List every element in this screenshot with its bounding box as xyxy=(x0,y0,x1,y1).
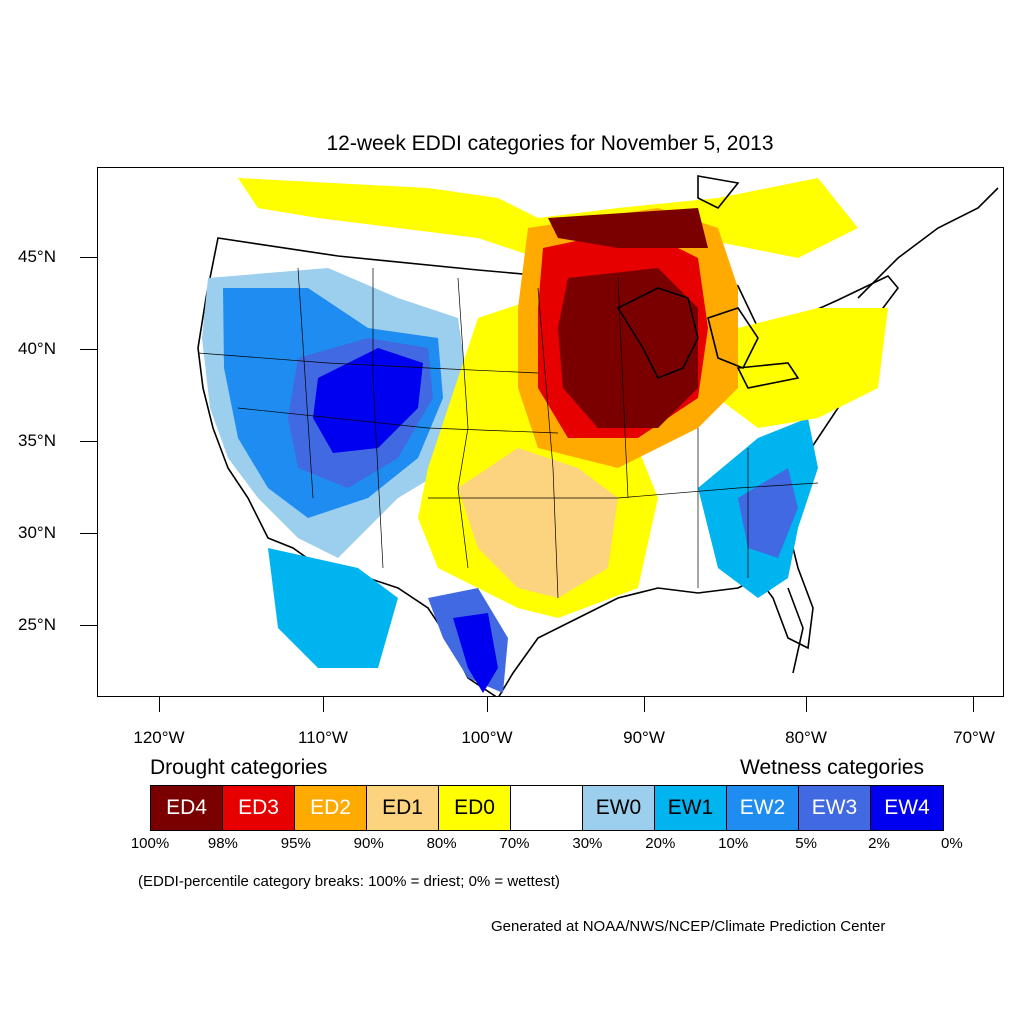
state-boundaries xyxy=(197,267,819,599)
lon-tick-100 xyxy=(487,697,488,712)
legend-box-ew0: EW0 xyxy=(583,786,655,830)
lat-tick-25 xyxy=(80,625,97,626)
lat-tick-35 xyxy=(80,441,97,442)
lat-label-40: 40°N xyxy=(18,339,56,358)
break-label: 2% xyxy=(868,835,890,852)
lat-tick-40 xyxy=(80,349,97,350)
lon-tick-80 xyxy=(806,697,807,712)
credit-line: Generated at NOAA/NWS/NCEP/Climate Predi… xyxy=(491,918,886,935)
drought-north-ed4 xyxy=(548,208,708,248)
break-label: 5% xyxy=(795,835,817,852)
lat-tick-30 xyxy=(80,533,97,534)
drought-heading: Drought categories xyxy=(150,756,328,779)
break-label: 70% xyxy=(499,835,530,852)
wet-southeast-ew3 xyxy=(738,468,798,558)
coastlines xyxy=(616,175,999,674)
legend-box-none xyxy=(511,786,583,830)
break-label: 20% xyxy=(645,835,676,852)
break-label: 0% xyxy=(941,835,963,852)
legend-box-ed3: ED3 xyxy=(223,786,295,830)
map-title: 12-week EDDI categories for November 5, … xyxy=(326,132,774,155)
lat-label-30: 30°N xyxy=(18,523,56,542)
break-label: 95% xyxy=(280,835,311,852)
break-label: 10% xyxy=(718,835,749,852)
break-label: 80% xyxy=(426,835,457,852)
lon-label-70: 70°W xyxy=(953,728,995,747)
lon-label-110: 110°W xyxy=(298,728,348,747)
map-canvas xyxy=(197,175,999,696)
eddi-map xyxy=(97,167,1004,697)
legend-color-bar: ED4 ED3 ED2 ED1 ED0 EW0 EW1 EW2 EW3 EW4 xyxy=(150,785,944,831)
lat-label-25: 25°N xyxy=(18,615,56,634)
lon-tick-90 xyxy=(644,697,645,712)
lon-label-80: 80°W xyxy=(785,728,827,747)
drought-northeast-ed0 xyxy=(718,308,888,428)
wet-west-ew4 xyxy=(313,348,423,453)
lon-label-100: 100°W xyxy=(461,728,513,747)
lon-label-90: 90°W xyxy=(623,728,665,747)
legend-box-ed0: ED0 xyxy=(439,786,511,830)
break-label: 90% xyxy=(353,835,384,852)
break-label: 98% xyxy=(207,835,238,852)
legend-box-ew2: EW2 xyxy=(727,786,799,830)
lat-label-35: 35°N xyxy=(18,431,56,450)
legend-box-ew3: EW3 xyxy=(799,786,871,830)
drought-midwest-ed4 xyxy=(558,268,698,428)
lat-tick-45 xyxy=(80,257,97,258)
legend-box-ew1: EW1 xyxy=(655,786,727,830)
lon-tick-120 xyxy=(159,697,160,712)
wetness-heading: Wetness categories xyxy=(740,756,925,779)
lon-label-120: 120°W xyxy=(133,728,185,747)
wet-mexico-ew1 xyxy=(268,548,398,668)
lon-tick-110 xyxy=(323,697,324,712)
legend-box-ed2: ED2 xyxy=(295,786,367,830)
drought-plains-ed1 xyxy=(458,448,618,598)
lat-label-45: 45°N xyxy=(18,247,56,266)
legend-box-ed1: ED1 xyxy=(367,786,439,830)
break-label: 30% xyxy=(572,835,603,852)
category-note: (EDDI-percentile category breaks: 100% =… xyxy=(138,873,560,890)
legend-box-ed4: ED4 xyxy=(151,786,223,830)
legend-box-ew4: EW4 xyxy=(871,786,943,830)
lon-tick-70 xyxy=(973,697,974,712)
break-label: 100% xyxy=(130,835,170,852)
wet-texas-ew4 xyxy=(453,613,498,693)
